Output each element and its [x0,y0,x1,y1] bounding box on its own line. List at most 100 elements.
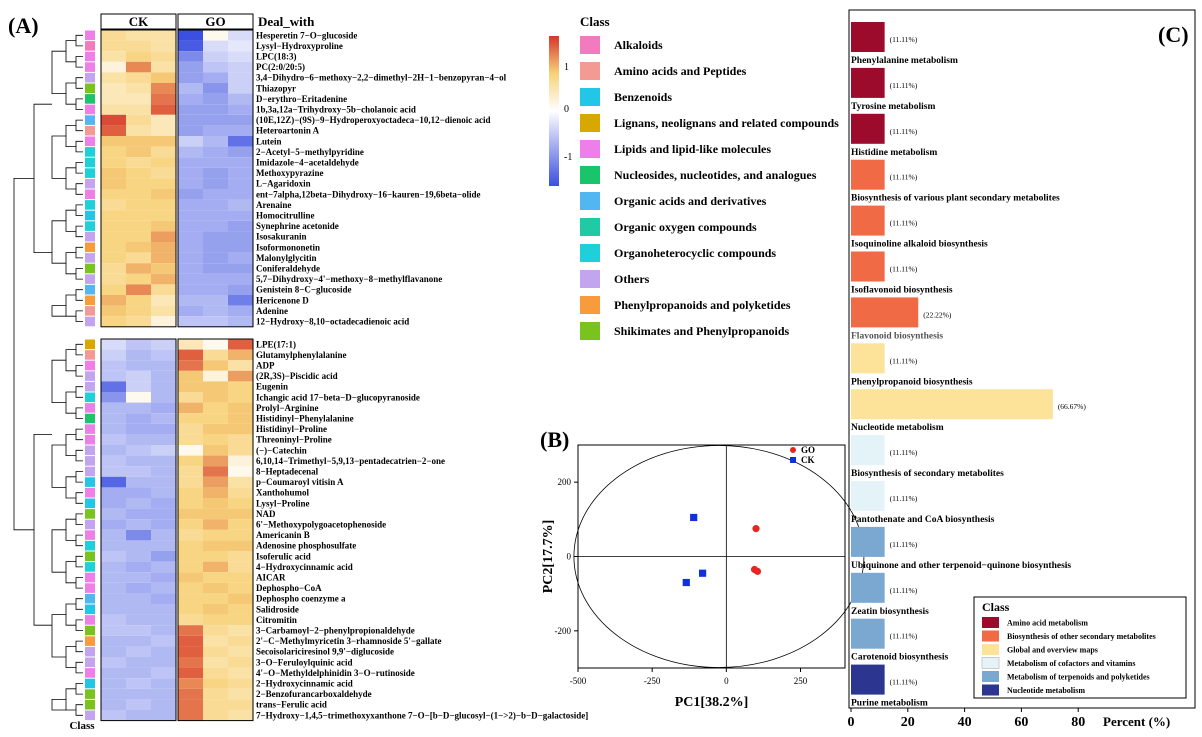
class-legend: Class Alkaloids Amino acids and Peptides Be… [580,14,839,340]
heat-cell [228,284,253,295]
class-swatch-bottom [85,498,95,509]
heat-cell [126,646,151,657]
heat-cell [228,295,253,306]
heat-cell [151,360,176,371]
heat-cell [178,316,203,327]
class-legend-label: Others [614,272,650,286]
dendrogram-branch [51,444,66,488]
dendrogram-branch [65,561,76,584]
heat-cell [228,146,253,158]
heat-cell [126,125,151,136]
heat-cell [101,678,126,689]
heat-block-go-border [177,29,254,328]
heat-cell [126,540,151,551]
heat-cell [151,305,176,317]
heat-cell [178,61,203,73]
heat-cell [101,210,126,221]
class-swatch-bottom [85,403,95,413]
class-swatch-bottom [85,339,95,350]
heat-cell [126,519,151,530]
pca-point-go [752,525,760,533]
class-swatch-bottom [85,381,95,392]
heat-cell [126,40,151,52]
bar-legend-swatch [982,684,999,696]
heat-cell [101,487,126,498]
heat-cell [101,572,126,583]
heat-cell [228,625,253,636]
dendrogram-branch [51,50,66,94]
heat-cell [203,466,228,477]
row-label: 6,10,14−Trimethyl−5,9,13−pentadecatrien−… [256,456,445,466]
heat-cell [101,220,126,232]
class-legend-label: Phenylpropanoids and polyketides [614,298,791,312]
pca-x-axis-title: PC1[38.2%] [675,695,749,710]
heat-cell [178,657,203,668]
heat-cell [126,189,151,200]
col-group-ck-label: CK [129,14,149,29]
heat-cell [203,284,228,295]
dendrogram-branch [75,162,83,174]
class-swatch-top [85,231,95,242]
heat-cell [178,370,203,382]
bar-value-label: (11.11%) [890,540,918,549]
heat-cell [101,284,126,295]
class-swatch-top [85,147,95,157]
dendrogram-branch [75,34,83,47]
pca-point-ck [699,569,707,577]
heat-cell [126,167,151,179]
heat-cell [203,657,228,668]
heat-cell [126,561,151,573]
row-label: Lysyl−Proline [256,498,309,508]
heat-cell [126,381,151,392]
heat-cell [178,199,203,211]
heat-cell [178,466,203,477]
heat-cell [151,339,176,350]
heat-cell [178,561,203,573]
dendrogram-branch [75,471,83,483]
heat-cell [203,445,228,456]
heat-cell [101,476,126,488]
dendrogram-branch [65,391,76,414]
heat-cell [203,625,228,636]
heat-cell [126,487,151,498]
row-label: 1b,3a,12a−Trihydroxy−5b−cholanoic acid [256,105,416,115]
row-label: Threoninyl−Proline [256,435,332,445]
heat-cell [203,593,228,604]
heat-cell [203,83,228,94]
heat-cell [101,51,126,62]
bar-value-label: (22.22%) [923,310,952,319]
heat-cell [101,445,126,456]
row-label: Imidazole−4−acetaldehyde [256,158,359,168]
row-label: Arenaine [256,200,291,210]
heat-cell [178,498,203,509]
dendrogram-branch [65,349,76,372]
row-label: PC(2:0/20:5) [256,62,305,72]
heat-cell [228,381,253,392]
heat-cell [151,529,176,541]
heat-cell [101,360,126,371]
row-label: 2−Benzofurancarboxaldehyde [256,689,372,699]
heat-cell [228,498,253,509]
bar-value-label: (11.11%) [890,356,918,365]
heat-cell [203,104,228,115]
heat-cell [178,189,203,200]
heat-cell [126,582,151,594]
bar-value-label: (11.11%) [890,632,918,641]
class-swatch-bottom [85,466,95,477]
heat-cell [178,252,203,264]
class-legend-swatch [580,140,600,158]
bar-legend-label: Biosynthesis of other secondary metaboli… [1007,632,1156,641]
heat-cell [178,125,203,136]
heat-cell [101,199,126,211]
heat-cell [228,476,253,488]
heat-cell [228,646,253,657]
heat-cell [126,476,151,488]
col-group-go-label: GO [205,14,225,29]
row-label: Isosakuranin [256,232,307,242]
heat-cell [126,529,151,541]
class-swatch-bottom [85,572,95,583]
heat-cell [101,305,126,317]
row-label: 4−Hydroxycinnamic acid [256,562,353,572]
dendrogram-branch [33,103,52,253]
heat-cell [178,83,203,94]
